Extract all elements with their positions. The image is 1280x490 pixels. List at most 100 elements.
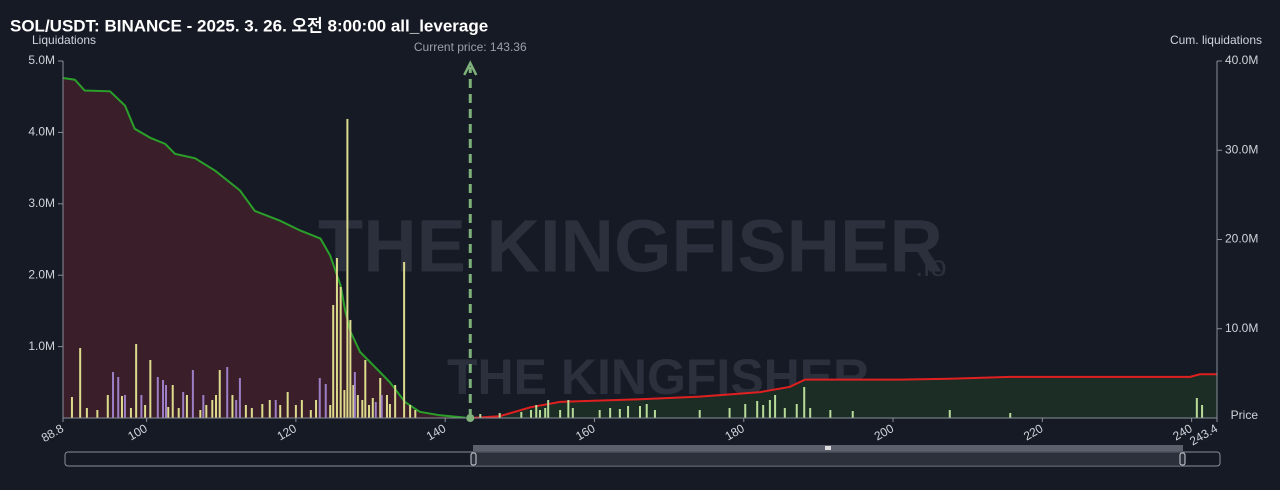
x-axis-label: Price xyxy=(1231,408,1259,422)
bar xyxy=(547,400,550,418)
scroll-window[interactable] xyxy=(473,452,1183,466)
bar xyxy=(106,395,109,418)
bar xyxy=(374,402,377,418)
bar xyxy=(343,390,346,418)
bar xyxy=(274,400,277,418)
bar xyxy=(520,412,523,418)
bar xyxy=(156,377,159,418)
bar xyxy=(567,400,570,418)
bar xyxy=(279,405,282,418)
bar xyxy=(829,410,832,418)
scroll-handle[interactable] xyxy=(470,452,477,466)
bar xyxy=(244,405,247,418)
bar xyxy=(352,385,355,418)
bar xyxy=(261,404,264,418)
bar xyxy=(385,395,388,418)
bar xyxy=(226,367,229,418)
bar xyxy=(795,404,798,418)
watermark-text: .io xyxy=(915,250,947,283)
bar xyxy=(756,401,759,418)
bar xyxy=(191,370,194,418)
bar xyxy=(744,404,747,418)
bar xyxy=(364,360,367,418)
y2-tick-label: 20.0M xyxy=(1225,232,1258,246)
bar xyxy=(948,410,951,418)
bar xyxy=(205,405,208,418)
bar xyxy=(79,348,82,418)
bar xyxy=(379,378,382,418)
y2-tick-label: 10.0M xyxy=(1225,321,1258,335)
bar xyxy=(388,404,391,418)
bar xyxy=(238,378,241,418)
bar xyxy=(117,377,120,418)
y-tick-label: 3.0M xyxy=(28,196,55,210)
bar xyxy=(182,392,185,418)
bar xyxy=(809,408,812,418)
y-tick-label: 5.0M xyxy=(28,53,55,67)
bar xyxy=(618,409,621,418)
bar xyxy=(211,400,214,418)
scroll-grip[interactable] xyxy=(825,446,831,450)
bar xyxy=(300,400,303,418)
bar xyxy=(324,384,327,418)
bar xyxy=(339,286,342,418)
bar xyxy=(140,395,143,418)
bar xyxy=(218,370,221,418)
bar xyxy=(144,405,147,418)
bar xyxy=(774,395,777,418)
bar xyxy=(535,405,538,418)
bar xyxy=(368,405,371,418)
bar xyxy=(250,408,253,418)
bar xyxy=(409,405,412,418)
bar xyxy=(149,360,152,418)
bar xyxy=(335,257,338,418)
bar xyxy=(294,405,297,418)
bar xyxy=(165,385,168,418)
bar xyxy=(120,396,123,418)
scroll-handle[interactable] xyxy=(1179,452,1186,466)
bar xyxy=(349,319,352,418)
bar xyxy=(167,407,170,418)
y2-tick-label: 30.0M xyxy=(1225,142,1258,156)
bar xyxy=(356,395,359,418)
chart-title: SOL/USDT: BINANCE - 2025. 3. 26. 오전 8:00… xyxy=(10,16,488,35)
bar xyxy=(315,400,318,418)
bar xyxy=(215,395,218,418)
bar xyxy=(598,410,601,418)
bar xyxy=(346,118,349,418)
scrollbar[interactable] xyxy=(64,445,1221,467)
y-axis-label: Liquidations xyxy=(32,33,96,47)
bar xyxy=(309,410,312,418)
bar xyxy=(171,385,174,418)
plot xyxy=(62,77,1218,419)
bar xyxy=(698,410,701,418)
bar xyxy=(645,404,648,418)
bar xyxy=(479,414,482,418)
bar xyxy=(380,395,383,418)
bar xyxy=(286,392,289,418)
bar xyxy=(361,400,364,418)
bar xyxy=(85,408,88,418)
bar xyxy=(96,410,99,418)
bar xyxy=(571,408,574,418)
bar xyxy=(162,380,165,418)
bar xyxy=(1009,413,1012,418)
bar xyxy=(653,410,656,418)
bar xyxy=(332,304,335,418)
bar xyxy=(70,397,73,418)
bar xyxy=(728,408,731,418)
bar xyxy=(403,261,406,418)
y-tick-label: 2.0M xyxy=(28,267,55,281)
bar xyxy=(329,405,332,418)
y2-tick-label: 40.0M xyxy=(1225,53,1258,67)
bar xyxy=(559,410,562,418)
bar xyxy=(268,400,271,418)
bar xyxy=(762,405,765,418)
bar xyxy=(414,410,417,418)
current-price-dot xyxy=(466,414,475,422)
bar xyxy=(639,406,641,418)
bar xyxy=(627,406,630,418)
bar xyxy=(544,408,547,418)
